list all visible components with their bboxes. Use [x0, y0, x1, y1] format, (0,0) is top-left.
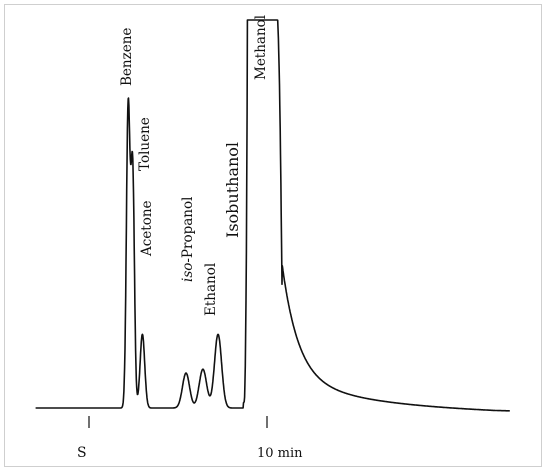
x-tick-label: S [77, 445, 87, 461]
x-tick-label: 10 min [257, 446, 303, 461]
chromatogram-trace [35, 19, 511, 412]
peak-label-isobuthanol: Isobuthanol [223, 142, 242, 238]
peak-label-methanol: Methanol [253, 15, 269, 80]
peak-label-acetone: Acetone [139, 200, 155, 257]
peak-label-iso-propanol: iso-Propanol [180, 197, 196, 282]
chart-frame [4, 4, 542, 467]
peak-label-benzene: Benzene [119, 28, 135, 86]
peak-label-ethanol: Ethanol [203, 263, 219, 316]
peak-label-toluene: Toluene [137, 117, 153, 171]
